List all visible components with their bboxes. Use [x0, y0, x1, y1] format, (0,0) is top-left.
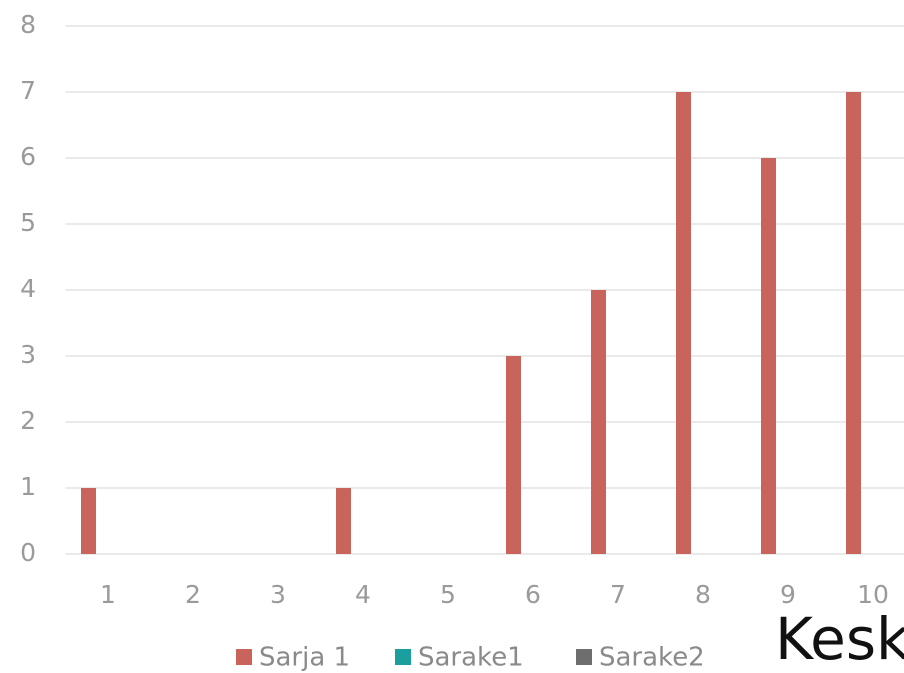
y-tick-label: 5 — [20, 208, 36, 237]
x-tick-label: 9 — [780, 580, 796, 609]
legend-label: Sarja 1 — [259, 643, 350, 673]
x-tick-label: 10 — [857, 580, 889, 609]
y-tick-label: 4 — [20, 274, 36, 303]
x-tick-label: 4 — [355, 580, 371, 609]
y-tick-label: 7 — [20, 76, 36, 105]
x-tick-label: 8 — [695, 580, 711, 609]
y-tick-label: 1 — [20, 472, 36, 501]
bar — [336, 488, 351, 554]
legend-label: Sarake1 — [418, 643, 524, 673]
y-tick-label: 6 — [20, 142, 36, 171]
x-tick-label: 1 — [100, 580, 116, 609]
x-tick-label: 2 — [185, 580, 201, 609]
bar — [676, 92, 691, 554]
x-tick-label: 7 — [610, 580, 626, 609]
legend-swatch — [576, 649, 592, 665]
x-tick-label: 5 — [440, 580, 456, 609]
x-tick-label: 3 — [270, 580, 286, 609]
x-tick-label: 6 — [525, 580, 541, 609]
annotation: Kesk — [775, 605, 904, 673]
y-tick-label: 3 — [20, 340, 36, 369]
legend-swatch — [236, 649, 252, 665]
bar — [506, 356, 521, 554]
y-tick-label: 8 — [20, 10, 36, 39]
y-tick-label: 2 — [20, 406, 36, 435]
y-tick-label: 0 — [20, 538, 36, 567]
bar — [81, 488, 96, 554]
bar — [761, 158, 776, 554]
bar — [591, 290, 606, 554]
legend-label: Sarake2 — [599, 643, 705, 673]
bar — [846, 92, 861, 554]
legend-swatch — [395, 649, 411, 665]
